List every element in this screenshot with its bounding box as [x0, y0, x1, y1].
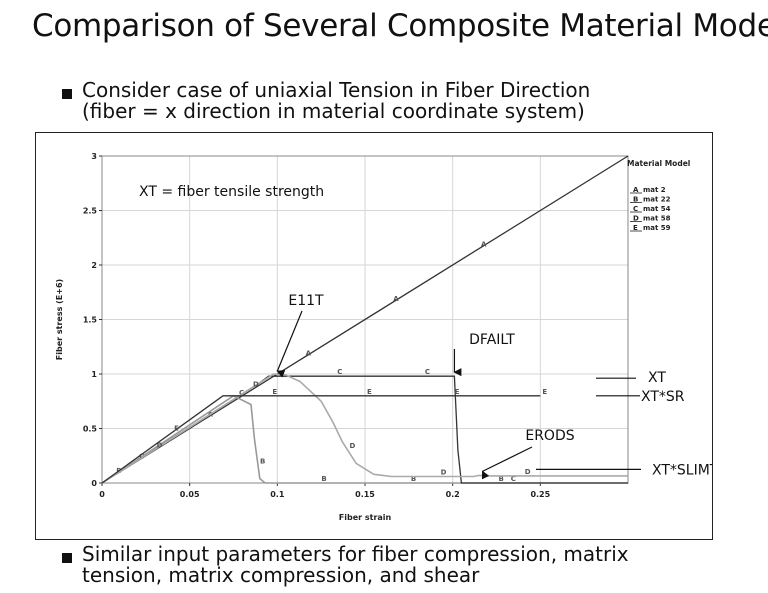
series-marker-d: D	[525, 468, 531, 476]
series-marker-b: B	[499, 475, 504, 483]
series-marker-e: E	[542, 388, 547, 396]
arrow-erods	[481, 446, 533, 480]
x-tick-label: 0.15	[355, 490, 375, 499]
label-xt-slimt: XT*SLIMT	[652, 462, 712, 478]
legend-label: mat 59	[643, 224, 671, 232]
series-marker-b: B	[411, 475, 416, 483]
annotation-erods: ERODS	[525, 428, 574, 444]
series-marker-c: C	[139, 453, 144, 461]
x-tick-label: 0.2	[446, 490, 460, 499]
series-line-d	[101, 373, 628, 484]
label-xt-sr: XT*SR	[641, 389, 685, 405]
chart-frame: 0 0.05 0.1 0.15 0.2 0.25 0 0.5 1 1.5 2 2.5 3 Fiber st…	[35, 132, 713, 540]
annotation-xt-definition: XT = fiber tensile strength	[139, 184, 324, 200]
series-marker-e: E	[367, 388, 372, 396]
bullet-1-line-1: Consider case of uniaxial Tension in Fib…	[82, 78, 591, 102]
x-tick-label: 0.25	[530, 490, 550, 499]
arrow-e11t	[276, 310, 303, 378]
series-marker-c: C	[511, 475, 516, 483]
series-marker-a: A	[393, 295, 399, 303]
legend-marker: C	[633, 205, 638, 213]
legend-marker: D	[633, 215, 639, 223]
series-marker-a: A	[306, 350, 312, 358]
bullet-marker-1	[62, 89, 72, 99]
series-marker-d: D	[253, 380, 259, 388]
legend-label: mat 2	[643, 186, 666, 194]
y-tick-label: 0	[91, 479, 97, 488]
x-tick-label: 0.05	[180, 490, 200, 499]
legend-label: mat 58	[643, 215, 671, 223]
y-tick-label: 1.5	[83, 316, 98, 325]
legend-label: mat 22	[643, 196, 671, 204]
x-axis-label: Fiber strain	[339, 513, 392, 522]
series-marker-c: C	[239, 389, 244, 397]
bullet-marker-2	[62, 553, 72, 563]
series-marker-b: B	[321, 475, 326, 483]
y-tick-label: 3	[91, 152, 97, 161]
bullet-2-line-2: tension, matrix compression, and shear	[82, 563, 480, 587]
legend-marker: A	[633, 186, 639, 194]
bullet-1-line-2: (fiber = x direction in material coordin…	[82, 99, 585, 123]
series-marker-c: C	[425, 368, 430, 376]
series-marker-e: E	[174, 424, 179, 432]
legend-title: Material Model	[627, 159, 690, 168]
series-marker-a: A	[481, 241, 487, 249]
y-tick-label: 0.5	[83, 425, 98, 434]
series-marker-b: B	[260, 458, 265, 466]
series-line-a	[101, 155, 629, 484]
x-tick-label: 0.1	[270, 490, 285, 499]
fiber-stress-strain-chart: 0 0.05 0.1 0.15 0.2 0.25 0 0.5 1 1.5 2 2.5 3 Fiber st…	[55, 152, 712, 522]
legend-marker: E	[633, 224, 638, 232]
y-tick-label: 2.5	[83, 207, 98, 216]
series-marker-e: E	[272, 388, 277, 396]
y-tick-label: 1	[91, 370, 97, 379]
series-marker-c: C	[337, 368, 342, 376]
label-xt: XT	[648, 370, 666, 386]
bullet-2-line-1: Similar input parameters for fiber compr…	[82, 542, 629, 566]
series-marker-d: D	[157, 442, 163, 450]
legend-marker: B	[633, 196, 638, 204]
annotation-e11t: E11T	[288, 293, 324, 309]
series-line-e	[101, 395, 541, 484]
bullet-text-2: Similar input parameters for fiber compr…	[82, 544, 629, 586]
slide-title: Comparison of Several Composite Material…	[32, 8, 768, 44]
series-marker-d: D	[349, 442, 355, 450]
series-marker-e: E	[455, 388, 460, 396]
annotation-dfailt: DFAILT	[469, 332, 515, 348]
x-tick-label: 0	[99, 490, 105, 499]
legend-label: mat 54	[643, 205, 671, 213]
series-marker-d: D	[441, 468, 447, 476]
bullet-text-1: Consider case of uniaxial Tension in Fib…	[82, 80, 590, 122]
y-tick-label: 2	[91, 261, 97, 270]
y-axis-label: Fiber stress (E+6)	[55, 279, 64, 360]
